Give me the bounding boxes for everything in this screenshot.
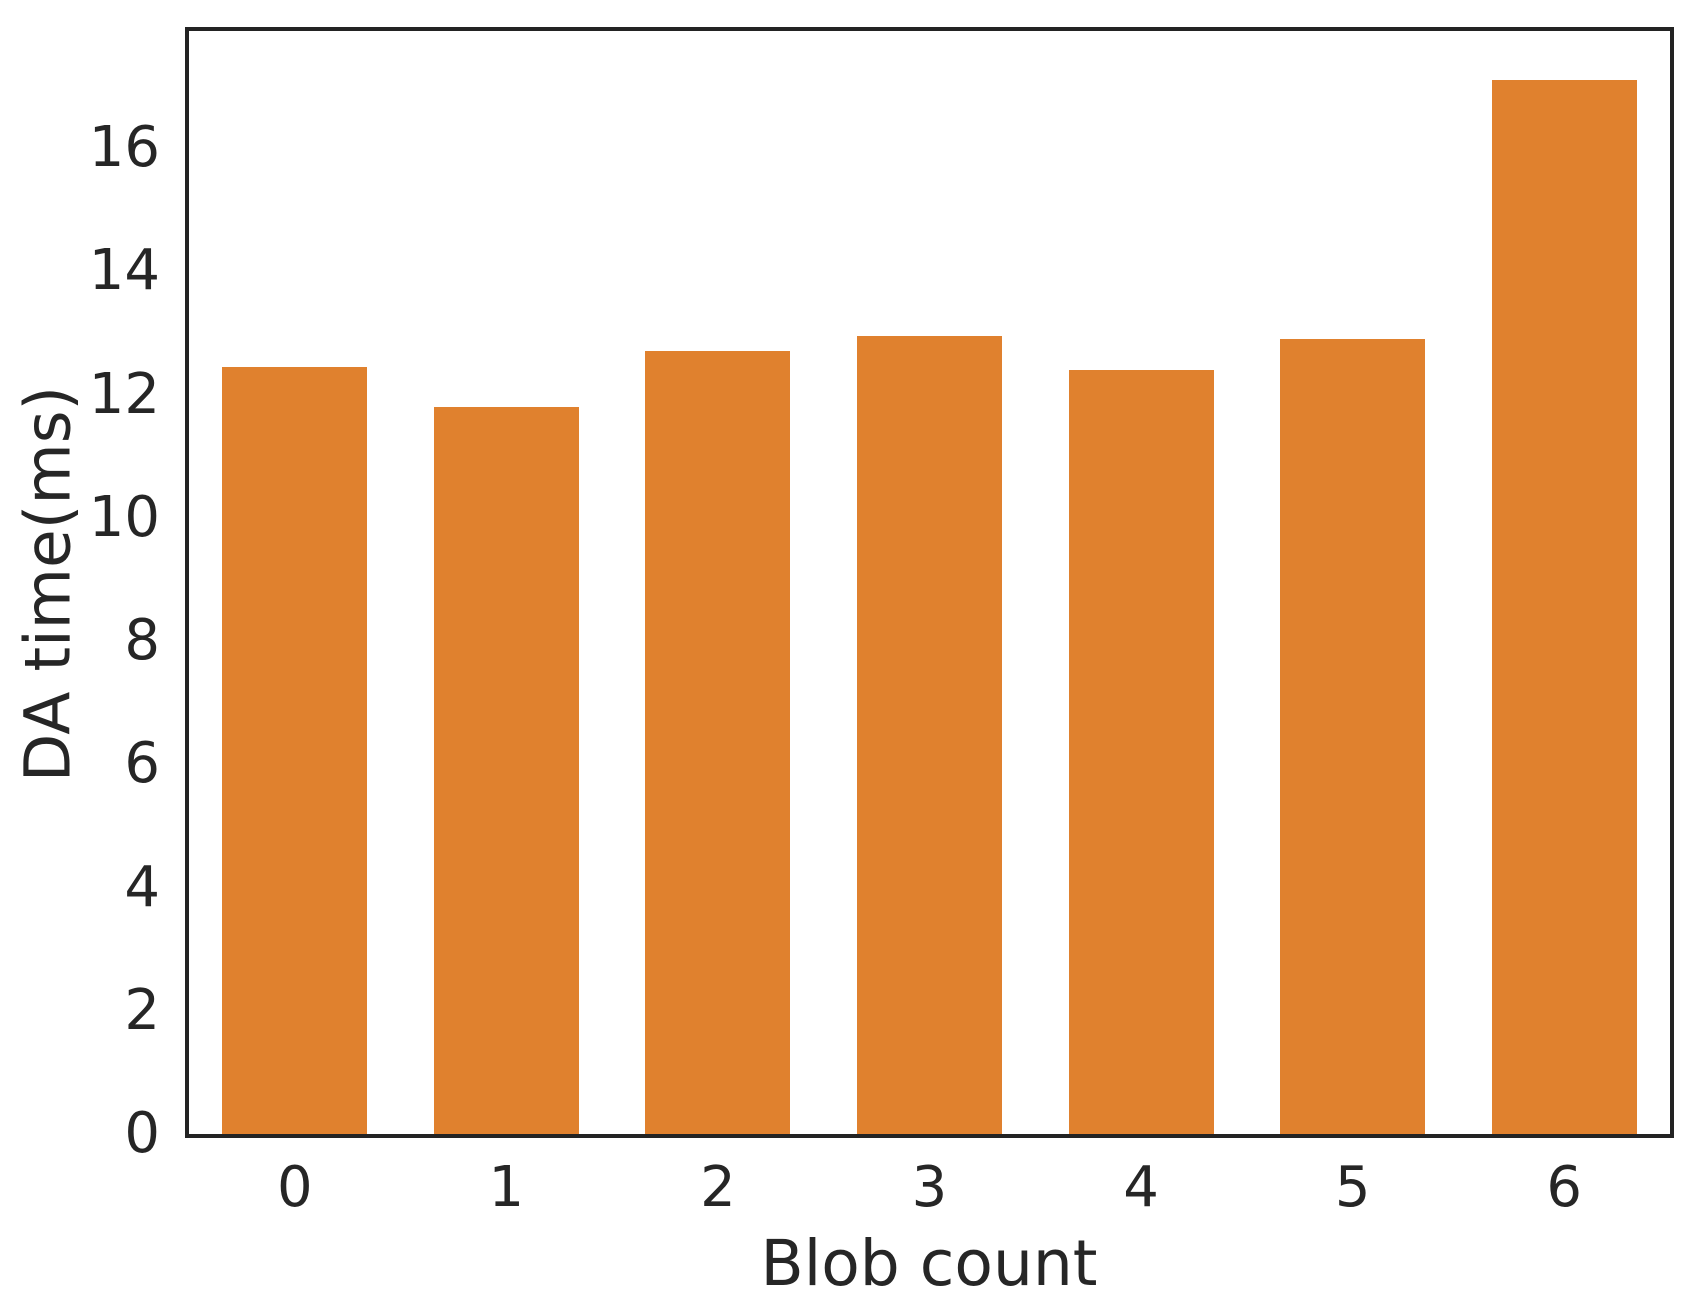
- x-axis-label: Blob count: [760, 1227, 1098, 1300]
- y-tick-label-2: 2: [124, 977, 160, 1043]
- y-tick-label-6: 6: [124, 731, 160, 797]
- y-tick-label-12: 12: [88, 361, 160, 427]
- bar-blob-2: [645, 351, 791, 1134]
- y-tick-label-14: 14: [88, 238, 160, 304]
- bar-blob-4: [1068, 369, 1214, 1134]
- x-tick-label-3: 3: [911, 1155, 948, 1220]
- y-tick-label-4: 4: [124, 854, 160, 920]
- x-tick-label-1: 1: [488, 1155, 525, 1220]
- x-tick-label-0: 0: [276, 1155, 313, 1220]
- x-tick-label-5: 5: [1334, 1155, 1371, 1220]
- x-tick-label-6: 6: [1546, 1155, 1583, 1220]
- bar-blob-6: [1491, 80, 1637, 1134]
- bar-blob-5: [1280, 339, 1426, 1134]
- bar-blob-3: [857, 336, 1002, 1134]
- bar-blob-1: [433, 406, 579, 1134]
- y-tick-label-8: 8: [124, 608, 160, 674]
- bar-blob-0: [222, 366, 368, 1134]
- plot-area: [185, 27, 1674, 1138]
- x-tick-label-4: 4: [1123, 1155, 1159, 1220]
- y-tick-label-16: 16: [88, 115, 160, 181]
- y-tick-label-0: 0: [124, 1101, 160, 1166]
- y-tick-label-10: 10: [88, 484, 160, 550]
- y-axis-label: DA time(ms): [11, 385, 85, 783]
- x-tick-label-2: 2: [700, 1155, 736, 1220]
